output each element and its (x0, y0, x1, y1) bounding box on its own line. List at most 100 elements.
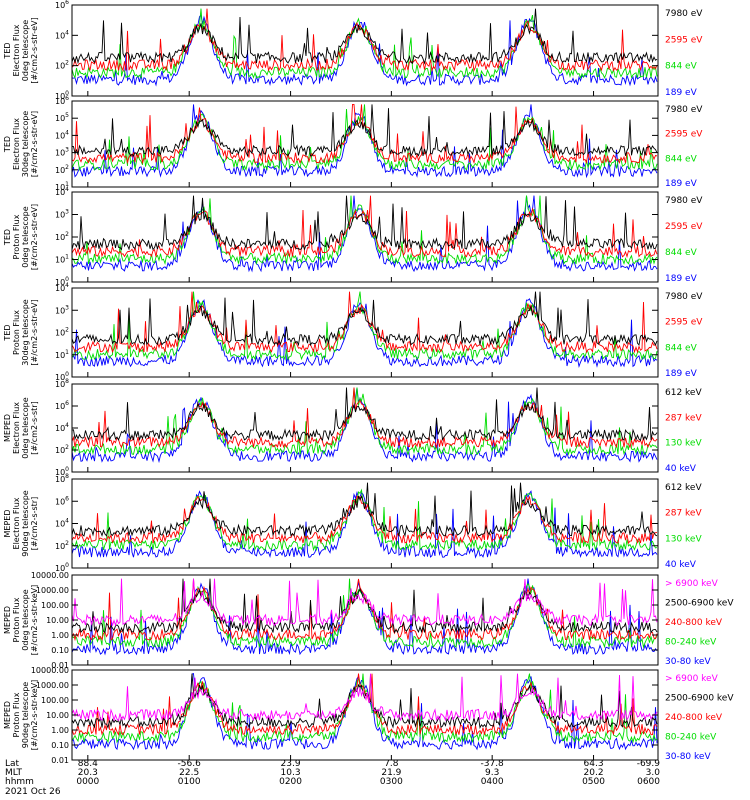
y-tick-label: 10000.00 (31, 571, 69, 580)
legend-entry: 7980 eV (665, 196, 703, 206)
x-tick-label-hhmm: 0100 (178, 777, 201, 787)
traces (72, 103, 658, 179)
legend-entry: 7980 eV (665, 292, 703, 302)
x-tick-label-mlt: 20.3 (78, 768, 98, 778)
y-axis-label: 30deg telescope (21, 111, 30, 178)
x-tick-label-lat: 7.8 (384, 759, 399, 769)
y-tick-label: 108 (55, 473, 69, 484)
x-tick-label-lat: 64.3 (584, 759, 604, 769)
legend-entry: 130 keV (665, 534, 702, 544)
y-tick-label: 106 (55, 95, 69, 106)
y-tick-label: 104 (55, 29, 69, 40)
y-tick-label: 102 (55, 540, 69, 551)
series-line-189-ev (72, 14, 658, 87)
x-row-label: Lat (5, 759, 20, 769)
panel-8: 0.01 0.10 1.00 10.00 100.00 1000.00 10000.00 ME… (3, 666, 734, 765)
series-line-7980-ev (72, 291, 658, 347)
legend-entry: 2595 eV (665, 35, 703, 45)
y-tick-label: 0.01 (51, 756, 69, 765)
y-axis-label: TED (3, 42, 12, 59)
series-line-130-kev (72, 387, 658, 456)
x-tick-label-lat: -37.8 (481, 759, 505, 769)
y-axis-label: 0deg telescope (21, 20, 30, 81)
x-tick-label-mlt: 21.9 (381, 768, 401, 778)
x-tick-label-hhmm: 0000 (76, 777, 99, 787)
y-axis-label: TED (3, 324, 12, 341)
legend-entry: 40 keV (665, 560, 697, 570)
y-tick-label: 101 (55, 349, 69, 360)
legend-entry: 130 keV (665, 439, 702, 449)
legend-entry: 2595 eV (665, 130, 703, 140)
series-line-2595-ev (72, 8, 658, 73)
x-tick-label-mlt: 22.5 (179, 768, 199, 778)
y-tick-label: 102 (55, 164, 69, 175)
y-tick-label: 1.00 (51, 631, 69, 640)
legend-entry: 189 eV (665, 179, 698, 189)
y-tick-label: 100.00 (41, 696, 69, 705)
series-line-7980-ev (72, 104, 658, 158)
y-axis-label: [#/cm2-s-str-eV] (30, 17, 39, 83)
y-axis-label: 0deg telescope (21, 397, 30, 458)
legend-entry: 2595 eV (665, 318, 703, 328)
legend-entry: 80-240 keV (665, 638, 717, 648)
x-tick-label-hhmm: 0500 (582, 777, 605, 787)
legend-entry: 287 keV (665, 509, 702, 519)
x-tick-label-hhmm: 0200 (279, 777, 302, 787)
series-line-844-ev (72, 291, 658, 361)
x-tick-label-mlt: 3.0 (646, 768, 661, 778)
series-line-189-ev (72, 104, 658, 179)
y-tick-label: 10.00 (46, 711, 69, 720)
series-line-7980-ev (72, 8, 658, 65)
y-axis-label: MEPED (3, 701, 12, 729)
y-axis-label: [#/cm2-s-str] (30, 497, 39, 550)
y-tick-label: 100 (55, 276, 69, 287)
x-tick-label-lat: 88.4 (78, 759, 98, 769)
x-tick-label-hhmm: 0300 (380, 777, 403, 787)
y-tick-label: 10000.00 (31, 666, 69, 675)
traces (72, 673, 658, 751)
series-line-240-800-kev (72, 673, 658, 736)
y-tick-label: 104 (55, 422, 69, 433)
legend-entry: 80-240 keV (665, 733, 717, 743)
y-tick-label: 100 (55, 371, 69, 382)
y-tick-label: 100 (55, 466, 69, 477)
y-tick-label: 106 (55, 400, 69, 411)
x-tick-label-mlt: 20.2 (584, 768, 604, 778)
series-line--6900-kev (72, 673, 658, 722)
y-tick-label: 10.00 (46, 616, 69, 625)
legend-entry: 2500-6900 keV (665, 694, 734, 704)
y-axis-label: Proton Flux (12, 310, 21, 355)
y-tick-label: 0.01 (51, 661, 69, 670)
y-axis-label: Proton Flux (12, 597, 21, 642)
legend-entry: 844 eV (665, 343, 698, 353)
traces (72, 195, 658, 273)
legend-entry: 844 eV (665, 62, 698, 72)
legend-entry: 189 eV (665, 369, 698, 379)
y-axis-label: 30deg telescope (21, 299, 30, 366)
legend-entry: 240-800 keV (665, 618, 723, 628)
series-line-40-kev (72, 387, 658, 464)
panel-frame (71, 4, 659, 97)
date-label: 2021 Oct 26 (5, 787, 61, 797)
y-axis-label: [#/cm2-s-str-eV] (30, 204, 39, 270)
y-axis-label: 0deg telescope (21, 589, 30, 650)
legend-entry: 40 keV (665, 464, 697, 474)
traces (72, 387, 658, 464)
panel-3: 100 101 102 103 104 TED Proton Flux 0deg telesc… (3, 186, 703, 287)
y-axis-label: TED (3, 136, 12, 153)
series-line-2500-6900-kev (72, 673, 658, 730)
series-line-240-800-kev (72, 578, 658, 642)
y-axis-label: Electron Flux (12, 497, 21, 549)
traces (72, 482, 658, 559)
panel-frame (71, 478, 659, 569)
panel-2: 101 102 103 104 105 106 TED Electron Flux 30deg … (3, 95, 703, 192)
y-tick-label: 104 (55, 282, 69, 293)
y-tick-label: 1000.00 (36, 681, 69, 690)
y-axis-label: MEPED (3, 510, 12, 538)
series-line-189-ev (72, 195, 658, 273)
panel-5: 100 102 104 106 108 MEPED Electron Flux 0deg te… (3, 378, 702, 477)
y-tick-label: 102 (55, 444, 69, 455)
series-line-612-kev (72, 387, 658, 442)
